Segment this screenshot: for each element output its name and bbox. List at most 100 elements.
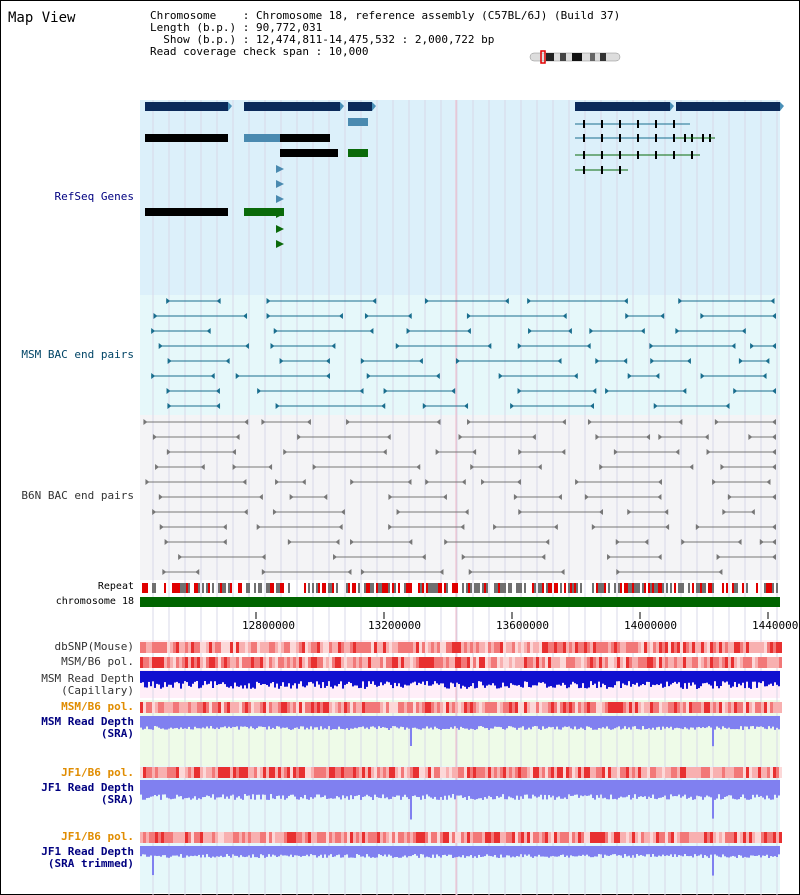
msm-bac-pair-end <box>627 373 632 379</box>
jf1-pol2-heat-cell <box>482 832 485 843</box>
dbsnp-heat-cell <box>494 642 497 653</box>
axis-tick-label: 14000000 <box>624 619 677 632</box>
jf1-depth-trim-bar <box>742 846 744 858</box>
dbsnp-heat-cell <box>371 642 374 653</box>
msm-pol-heat-cell <box>659 657 662 668</box>
msm-pol-heat-cell <box>524 657 527 668</box>
jf1-pol2-heat-cell <box>179 832 182 843</box>
jf1-depth-trim-bar <box>172 846 174 856</box>
jf1-pol-heat-cell <box>311 767 314 778</box>
jf1-pol2-heat-cell <box>773 832 776 843</box>
jf1-depth-sra-bar <box>672 780 674 797</box>
msm-depth-cap-bar <box>674 671 676 682</box>
msm-pol2-heat-cell <box>488 702 491 713</box>
msm-depth-sra-bar <box>216 716 218 728</box>
jf1-depth-sra-bar <box>316 780 318 795</box>
msm-pol-heat-cell <box>743 657 746 668</box>
jf1-depth-sra-bar <box>442 780 444 800</box>
msm-bac-pair-end <box>435 373 440 379</box>
msm-depth-cap-bar <box>238 671 240 687</box>
jf1-depth-trim-bar <box>550 846 552 857</box>
dbsnp-heat-cell <box>566 642 569 653</box>
msm-depth-sra-bar <box>458 716 460 730</box>
repeat-mark <box>524 583 526 593</box>
jf1-depth-trim-bar <box>386 846 388 857</box>
dbsnp-heat-cell <box>731 642 734 653</box>
jf1-depth-trim-bar <box>438 846 440 857</box>
jf1-pol-heat-cell <box>215 767 218 778</box>
msm-pol-heat-cell <box>494 657 497 668</box>
msm-bac-pair-end <box>407 313 412 319</box>
msm-depth-sra-bar <box>240 716 242 727</box>
jf1-pol-heat-cell <box>503 767 506 778</box>
msm-depth-sra-bar <box>390 716 392 729</box>
msm-pol2-heat-cell <box>635 702 638 713</box>
jf1-depth-sra-bar <box>488 780 490 796</box>
msm-pol-heat-cell <box>725 657 728 668</box>
jf1-depth-trim-bar <box>318 846 320 857</box>
label-dbsnp: dbSNP(Mouse) <box>54 640 134 653</box>
jf1-depth-sra-bar <box>280 780 282 799</box>
msm-pol2-heat-cell <box>536 702 539 713</box>
msm-pol2-heat-cell <box>539 702 542 713</box>
msm-pol2-heat-cell <box>332 702 335 713</box>
msm-depth-cap-bar <box>398 671 400 684</box>
msm-depth-cap-bar <box>746 671 748 682</box>
msm-depth-cap-bar <box>340 671 342 682</box>
msm-depth-sra-bar <box>190 716 192 730</box>
dbsnp-heat-cell <box>188 642 191 653</box>
msm-pol2-heat-cell <box>620 702 623 713</box>
jf1-pol-heat-cell <box>419 767 422 778</box>
jf1-depth-trim-bar <box>580 846 582 856</box>
jf1-depth-trim-bar <box>746 846 748 858</box>
jf1-depth-trim-bar <box>446 846 448 857</box>
jf1-pol2-heat-cell <box>350 832 353 843</box>
jf1-depth-sra-bar <box>776 780 778 798</box>
msm-pol-heat-cell <box>395 657 398 668</box>
jf1-depth-trim-bar <box>332 846 334 858</box>
repeat-mark <box>502 583 504 593</box>
repeat-mark <box>570 583 572 593</box>
jf1-depth-sra-bar <box>762 780 764 798</box>
jf1-depth-sra-bar <box>638 780 640 797</box>
jf1-depth-trim-bar <box>242 846 244 857</box>
msm-pol-heat-cell <box>152 657 155 668</box>
jf1-depth-trim-bar <box>354 846 356 858</box>
msm-pol2-heat-cell <box>395 702 398 713</box>
dbsnp-heat-cell <box>257 642 260 653</box>
msm-depth-sra-bar <box>710 716 712 728</box>
dbsnp-heat-cell <box>554 642 557 653</box>
jf1-pol2-heat-cell <box>761 832 764 843</box>
msm-depth-sra-bar <box>672 716 674 730</box>
msm-depth-cap-bar <box>222 671 224 683</box>
repeat-mark <box>500 583 502 593</box>
dbsnp-heat-cell <box>323 642 326 653</box>
jf1-pol2-heat-cell <box>668 832 671 843</box>
msm-depth-sra-bar <box>542 716 544 727</box>
jf1-depth-sra-bar <box>254 780 256 800</box>
dbsnp-heat-cell <box>539 642 542 653</box>
msm-depth-sra-bar <box>212 716 214 729</box>
jf1-depth-sra-bar <box>392 780 394 797</box>
jf1-depth-sra-bar <box>386 780 388 798</box>
jf1-depth-trim-bar <box>696 846 698 857</box>
msm-bac-pair-end <box>586 343 591 349</box>
msm-pol-heat-cell <box>260 657 263 668</box>
jf1-depth-trim-bar <box>518 846 520 857</box>
dbsnp-heat-cell <box>575 642 578 653</box>
dbsnp-heat-cell <box>482 642 485 653</box>
jf1-pol-heat-cell <box>722 767 725 778</box>
transcript-exon <box>583 151 585 159</box>
repeat-mark <box>368 583 370 593</box>
msm-depth-cap-bar <box>426 671 428 682</box>
msm-pol2-heat-cell <box>464 702 467 713</box>
jf1-pol-heat-cell <box>584 767 587 778</box>
msm-depth-sra-bar <box>422 716 424 729</box>
msm-bac-pair-end <box>770 298 775 304</box>
msm-pol2-heat-cell <box>476 702 479 713</box>
msm-pol2-heat-cell <box>335 702 338 713</box>
jf1-depth-sra-bar <box>174 780 176 799</box>
jf1-pol-heat-cell <box>383 767 386 778</box>
msm-pol-heat-cell <box>146 657 149 668</box>
